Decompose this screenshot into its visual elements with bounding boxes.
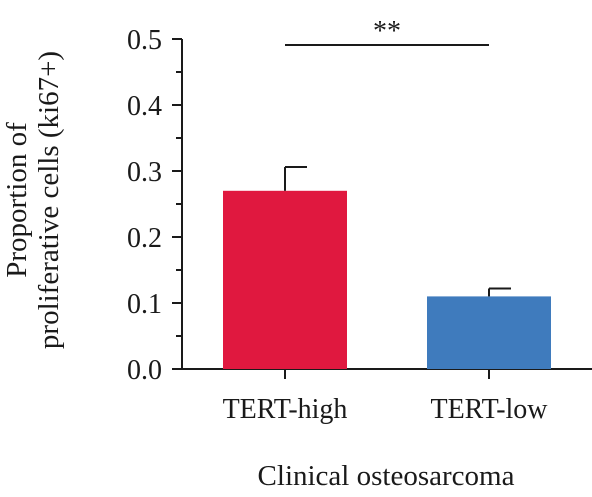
bar xyxy=(223,190,347,369)
y-tick-label: 0.3 xyxy=(127,157,162,188)
x-tick-label: TERT-high xyxy=(223,394,348,425)
error-bars xyxy=(284,166,511,297)
y-axis-title-line-1: Proportion of xyxy=(1,122,33,278)
y-axis-title: Proportion of proliferative cells (ki67+… xyxy=(1,51,65,349)
y-ticks: 0.0 0.1 0.2 0.3 0.4 0.5 xyxy=(127,25,182,386)
x-axis-title: Clinical osteosarcoma xyxy=(258,460,515,492)
x-tick-labels: TERT-high TERT-low xyxy=(223,369,548,425)
bar xyxy=(427,296,551,369)
bars xyxy=(223,190,551,369)
x-tick-label: TERT-low xyxy=(430,394,548,425)
significance-label: ** xyxy=(373,16,401,47)
y-tick-label: 0.5 xyxy=(127,25,162,56)
y-tick-label: 0.0 xyxy=(127,355,162,386)
y-tick-label: 0.2 xyxy=(127,223,162,254)
y-axis-title-line-2: proliferative cells (ki67+) xyxy=(33,51,65,349)
significance-annotation: ** xyxy=(285,16,489,47)
y-tick-label: 0.4 xyxy=(127,91,162,122)
y-tick-label: 0.1 xyxy=(127,289,162,320)
